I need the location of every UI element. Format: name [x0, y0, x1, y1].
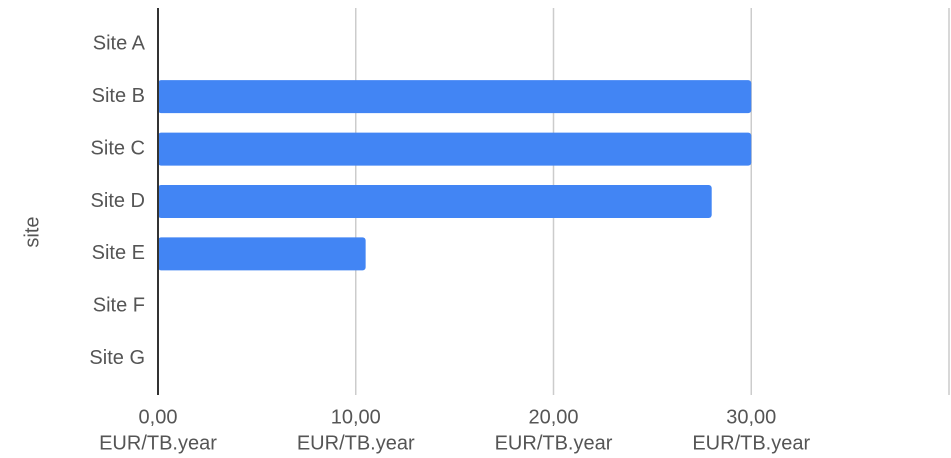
bar — [158, 237, 366, 271]
x-tick-label: 20,00 — [528, 406, 578, 428]
y-tick-label: Site B — [92, 85, 145, 107]
y-axis-label: site — [21, 216, 43, 247]
y-tick-label: Site F — [93, 295, 145, 317]
y-tick-label: Site E — [92, 242, 145, 264]
y-tick-label: Site A — [93, 32, 146, 54]
bar — [158, 185, 712, 218]
y-tick-label: Site G — [89, 347, 145, 369]
bar — [158, 80, 752, 114]
x-tick-label: 10,00 — [331, 406, 381, 428]
x-tick-unit: EUR/TB.year — [692, 432, 810, 454]
x-tick-unit: EUR/TB.year — [99, 432, 217, 454]
x-tick-unit: EUR/TB.year — [297, 432, 415, 454]
x-tick-unit: EUR/TB.year — [495, 432, 613, 454]
bar — [158, 132, 752, 166]
y-tick-label: Site C — [91, 137, 145, 159]
x-tick-label: 30,00 — [726, 406, 776, 428]
x-tick-label: 0,00 — [139, 406, 178, 428]
y-tick-label: Site D — [91, 190, 145, 212]
